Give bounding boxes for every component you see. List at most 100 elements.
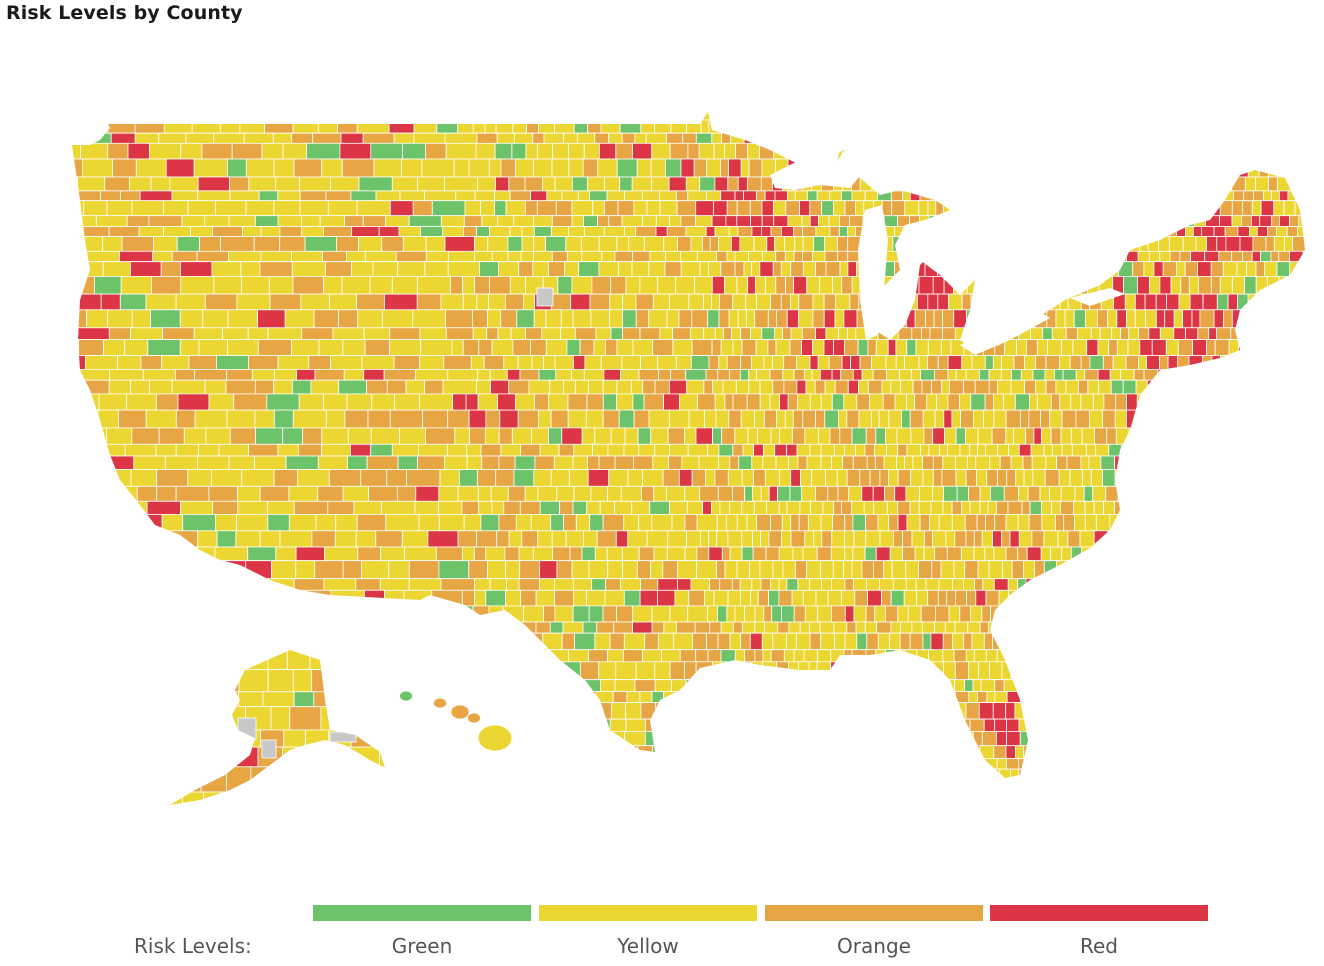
- county-cell: [609, 293, 623, 311]
- county-cell: [1213, 226, 1226, 237]
- county-cell: [1293, 691, 1305, 704]
- county-cell: [200, 649, 233, 663]
- county-cell: [1263, 560, 1274, 580]
- county-cell: [397, 455, 418, 470]
- county-cell: [990, 605, 1001, 623]
- county-cell: [843, 560, 853, 580]
- county-cell: [997, 469, 1008, 487]
- county-cell: [624, 226, 637, 237]
- county-cell: [691, 469, 706, 487]
- county-cell: [1127, 112, 1138, 121]
- county-cell: [170, 729, 181, 748]
- county-cell: [1120, 327, 1130, 340]
- county-cell: [852, 546, 866, 562]
- county-cell: [720, 158, 729, 178]
- county-cell: [729, 632, 741, 651]
- county-cell: [1119, 621, 1129, 634]
- county-cell: [899, 368, 912, 381]
- county-cell: [1061, 649, 1070, 663]
- county-cell: [150, 309, 181, 329]
- county-cell: [398, 702, 422, 720]
- county-cell: [873, 768, 887, 778]
- county-cell: [1114, 455, 1128, 470]
- county-cell: [1145, 309, 1157, 329]
- county-cell: [277, 605, 307, 623]
- county-cell: [355, 578, 381, 591]
- county-cell: [1285, 514, 1296, 532]
- county-cell: [1184, 261, 1198, 277]
- county-cell: [588, 112, 608, 121]
- county-cell: [761, 215, 775, 227]
- county-cell: [731, 236, 741, 252]
- county-cell: [902, 546, 916, 562]
- county-cell: [345, 250, 366, 263]
- county-cell: [888, 514, 899, 532]
- county-cell: [1024, 649, 1034, 663]
- county-cell: [176, 236, 200, 252]
- legend-label-orange: Orange: [837, 934, 911, 958]
- county-cell: [1206, 339, 1216, 356]
- county-cell: [637, 427, 652, 445]
- county-cell: [509, 785, 521, 797]
- county-cell: [711, 293, 720, 311]
- county-cell: [602, 393, 617, 411]
- county-cell: [1122, 745, 1138, 759]
- county-cell: [977, 691, 988, 704]
- county-cell: [651, 621, 665, 634]
- county-cell: [684, 758, 704, 770]
- county-cell: [929, 514, 940, 532]
- county-cell: [1134, 309, 1146, 329]
- county-cell: [72, 190, 75, 202]
- county-cell: [884, 132, 895, 144]
- county-cell: [965, 649, 975, 663]
- county-cell: [763, 605, 773, 623]
- county-cell: [1158, 236, 1170, 252]
- county-cell: [901, 132, 916, 144]
- county-cell: [369, 632, 401, 651]
- county-cell: [1180, 275, 1190, 295]
- county-cell: [912, 455, 924, 470]
- county-cell: [797, 393, 811, 411]
- county-cell: [164, 589, 196, 607]
- county-cell: [1113, 758, 1129, 770]
- county-cell: [367, 409, 391, 429]
- county-risk-map[interactable]: [0, 0, 1324, 880]
- county-cell: [604, 176, 621, 192]
- county-cell: [1127, 702, 1137, 720]
- county-cell: [1146, 119, 1159, 134]
- county-cell: [640, 112, 655, 121]
- county-cell: [669, 500, 688, 515]
- county-cell: [1144, 443, 1158, 457]
- county-cell: [134, 132, 160, 144]
- county-cell: [596, 718, 611, 732]
- county-cell: [530, 190, 548, 202]
- county-cell: [1262, 605, 1272, 623]
- county-cell: [1279, 215, 1290, 227]
- county-cell: [314, 368, 345, 381]
- county-cell: [1103, 731, 1114, 747]
- county-cell: [947, 443, 961, 457]
- county-cell: [156, 578, 186, 591]
- county-cell: [1230, 327, 1240, 340]
- county-cell: [588, 560, 609, 580]
- county-cell: [503, 500, 521, 515]
- county-cell: [1186, 176, 1201, 192]
- county-cell: [147, 621, 171, 634]
- county-cell: [1205, 546, 1216, 562]
- county-cell: [1229, 679, 1239, 692]
- hawaii-island: [399, 690, 413, 702]
- county-cell: [766, 236, 775, 252]
- county-cell: [1001, 355, 1015, 370]
- county-cell: [1050, 621, 1064, 634]
- county-cell: [1179, 500, 1194, 515]
- lake-shape: [905, 225, 975, 295]
- hawaii-island: [467, 712, 481, 724]
- county-cell: [838, 327, 848, 340]
- county-cell: [627, 469, 644, 487]
- county-cell: [571, 176, 588, 192]
- county-cell: [1260, 200, 1275, 217]
- county-cell: [388, 560, 410, 580]
- county-cell: [194, 409, 228, 429]
- county-cell: [437, 758, 463, 770]
- county-cell: [534, 393, 550, 411]
